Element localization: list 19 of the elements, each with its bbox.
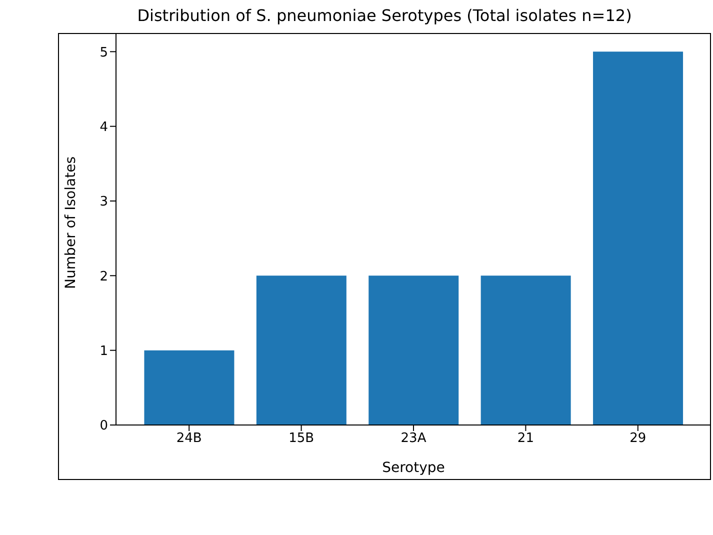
bar — [593, 52, 684, 425]
y-tick-label: 3 — [100, 194, 108, 210]
bar — [144, 350, 234, 425]
x-tick-label: 15B — [288, 431, 314, 446]
y-tick-label: 4 — [100, 120, 108, 135]
y-tick-label: 1 — [100, 344, 108, 359]
y-tick-label: 0 — [100, 418, 108, 434]
bar — [368, 276, 459, 425]
x-tick-label: 21 — [517, 431, 534, 446]
x-tick-label: 29 — [630, 431, 646, 446]
x-axis-title: Serotype — [382, 460, 445, 476]
x-tick-label: 23A — [400, 431, 426, 446]
y-tick-label: 2 — [100, 269, 108, 284]
y-axis-title: Number of Isolates — [62, 156, 79, 289]
bar — [480, 276, 571, 425]
x-tick-label: 24B — [176, 431, 202, 446]
bar — [256, 276, 346, 425]
y-tick-label: 5 — [100, 45, 108, 60]
chart-title: Distribution of S. pneumoniae Serotypes (Total isolates n=12) — [136, 6, 633, 25]
